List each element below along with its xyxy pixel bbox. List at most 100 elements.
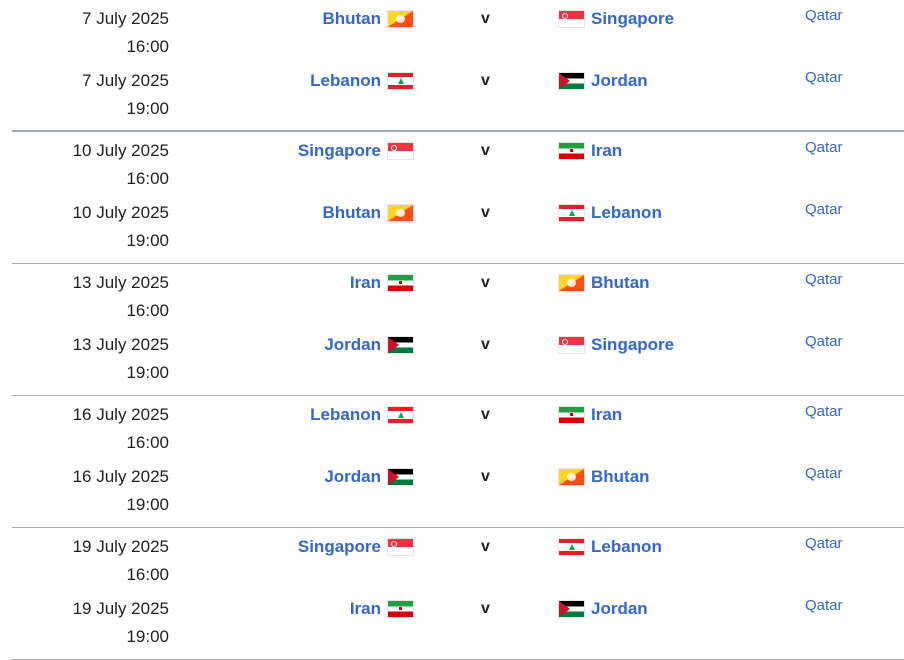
venue-link[interactable]: Qatar bbox=[805, 465, 843, 482]
away-team-link[interactable]: Iran bbox=[591, 405, 623, 424]
flag-iran-icon bbox=[388, 275, 413, 291]
versus-label: v bbox=[481, 468, 490, 485]
match-time: 19:00 bbox=[126, 99, 169, 118]
match-date: 19 July 2025 bbox=[72, 599, 169, 618]
match-row: 10 July 2025 19:00 Bhutan v Lebanon Qatar bbox=[12, 201, 904, 263]
match-row: 16 July 2025 19:00 Jordan v Bhutan Qatar bbox=[12, 465, 904, 527]
match-date: 7 July 2025 bbox=[82, 9, 169, 28]
venue-link[interactable]: Qatar bbox=[805, 403, 843, 420]
home-team-link[interactable]: Lebanon bbox=[310, 71, 381, 90]
flag-lebanon-icon bbox=[388, 407, 413, 423]
versus-label: v bbox=[481, 204, 490, 221]
away-team: Iran bbox=[559, 141, 622, 161]
match-date: 10 July 2025 bbox=[72, 203, 169, 222]
flag-singapore-icon bbox=[388, 539, 413, 555]
match-time: 19:00 bbox=[126, 231, 169, 250]
venue-link[interactable]: Qatar bbox=[805, 139, 843, 156]
match-time: 16:00 bbox=[126, 37, 169, 56]
match-time: 19:00 bbox=[126, 363, 169, 382]
venue-link[interactable]: Qatar bbox=[805, 271, 843, 288]
match-time: 16:00 bbox=[126, 565, 169, 584]
match-date: 13 July 2025 bbox=[72, 273, 169, 292]
home-team: Singapore bbox=[298, 141, 413, 161]
away-team-link[interactable]: Lebanon bbox=[591, 203, 662, 222]
flag-bhutan-icon bbox=[388, 11, 413, 27]
home-team: Jordan bbox=[324, 467, 413, 487]
versus-label: v bbox=[481, 406, 490, 423]
home-team: Jordan bbox=[324, 335, 413, 355]
fixtures-list: 7 July 2025 16:00 Bhutan v Singapore Qatar 7 J… bbox=[12, 0, 904, 660]
away-team-link[interactable]: Singapore bbox=[591, 335, 675, 354]
match-date: 13 July 2025 bbox=[72, 335, 169, 354]
away-team: Jordan bbox=[559, 71, 648, 91]
venue-link[interactable]: Qatar bbox=[805, 201, 843, 218]
flag-jordan-icon bbox=[559, 601, 584, 617]
match-date: 7 July 2025 bbox=[82, 71, 169, 90]
versus-label: v bbox=[481, 10, 490, 27]
home-team-link[interactable]: Bhutan bbox=[322, 9, 381, 28]
away-team-link[interactable]: Jordan bbox=[591, 599, 648, 618]
match-date: 19 July 2025 bbox=[72, 537, 169, 556]
match-time: 16:00 bbox=[126, 433, 169, 452]
away-team-link[interactable]: Iran bbox=[591, 141, 623, 160]
matchday-group: 10 July 2025 16:00 Singapore v Iran Qatar 10 J… bbox=[12, 132, 904, 264]
home-team: Iran bbox=[350, 599, 413, 619]
away-team: Lebanon bbox=[559, 203, 662, 223]
flag-lebanon-icon bbox=[559, 205, 584, 221]
match-row: 16 July 2025 16:00 Lebanon v Iran Qatar bbox=[12, 403, 904, 465]
home-team-link[interactable]: Iran bbox=[349, 273, 381, 292]
match-time: 19:00 bbox=[126, 495, 169, 514]
flag-singapore-icon bbox=[559, 11, 584, 27]
flag-iran-icon bbox=[559, 407, 584, 423]
flag-bhutan-icon bbox=[388, 205, 413, 221]
home-team-link[interactable]: Jordan bbox=[324, 335, 381, 354]
flag-bhutan-icon bbox=[559, 469, 584, 485]
match-date: 10 July 2025 bbox=[72, 141, 169, 160]
home-team: Lebanon bbox=[310, 405, 413, 425]
home-team-link[interactable]: Bhutan bbox=[322, 203, 381, 222]
away-team: Singapore bbox=[559, 335, 674, 355]
away-team: Singapore bbox=[559, 9, 674, 29]
home-team-link[interactable]: Singapore bbox=[297, 141, 381, 160]
flag-singapore-icon bbox=[388, 143, 413, 159]
flag-iran-icon bbox=[559, 143, 584, 159]
away-team-link[interactable]: Bhutan bbox=[591, 273, 650, 292]
flag-jordan-icon bbox=[388, 469, 413, 485]
flag-iran-icon bbox=[388, 601, 413, 617]
venue-link[interactable]: Qatar bbox=[805, 7, 843, 24]
versus-label: v bbox=[481, 274, 490, 291]
venue-link[interactable]: Qatar bbox=[805, 597, 843, 614]
venue-link[interactable]: Qatar bbox=[805, 333, 843, 350]
home-team: Lebanon bbox=[310, 71, 413, 91]
away-team-link[interactable]: Jordan bbox=[591, 71, 648, 90]
home-team: Iran bbox=[350, 273, 413, 293]
home-team-link[interactable]: Iran bbox=[349, 599, 381, 618]
venue-link[interactable]: Qatar bbox=[805, 535, 843, 552]
home-team-link[interactable]: Singapore bbox=[297, 537, 381, 556]
away-team-link[interactable]: Lebanon bbox=[591, 537, 662, 556]
match-row: 7 July 2025 19:00 Lebanon v Jordan Qatar bbox=[12, 69, 904, 131]
matchday-group: 13 July 2025 16:00 Iran v Bhutan Qatar 13 July… bbox=[12, 264, 904, 396]
match-time: 19:00 bbox=[126, 627, 169, 646]
match-row: 10 July 2025 16:00 Singapore v Iran Qatar bbox=[12, 139, 904, 201]
matchday-group: 7 July 2025 16:00 Bhutan v Singapore Qatar 7 J… bbox=[12, 0, 904, 132]
matchday-group: 19 July 2025 16:00 Singapore v Lebanon Qatar 1… bbox=[12, 528, 904, 660]
away-team-link[interactable]: Bhutan bbox=[591, 467, 650, 486]
versus-label: v bbox=[481, 142, 490, 159]
match-row: 19 July 2025 16:00 Singapore v Lebanon Qatar bbox=[12, 535, 904, 597]
away-team: Bhutan bbox=[559, 467, 650, 487]
venue-link[interactable]: Qatar bbox=[805, 69, 843, 86]
versus-label: v bbox=[481, 72, 490, 89]
home-team: Bhutan bbox=[322, 203, 413, 223]
versus-label: v bbox=[481, 336, 490, 353]
match-row: 19 July 2025 19:00 Iran v Jordan Qatar bbox=[12, 597, 904, 659]
versus-label: v bbox=[481, 538, 490, 555]
home-team-link[interactable]: Jordan bbox=[324, 467, 381, 486]
away-team-link[interactable]: Singapore bbox=[591, 9, 675, 28]
matchday-group: 16 July 2025 16:00 Lebanon v Iran Qatar 16 Jul… bbox=[12, 396, 904, 528]
flag-lebanon-icon bbox=[388, 73, 413, 89]
home-team-link[interactable]: Lebanon bbox=[310, 405, 381, 424]
flag-lebanon-icon bbox=[559, 539, 584, 555]
home-team: Bhutan bbox=[322, 9, 413, 29]
match-time: 16:00 bbox=[126, 169, 169, 188]
